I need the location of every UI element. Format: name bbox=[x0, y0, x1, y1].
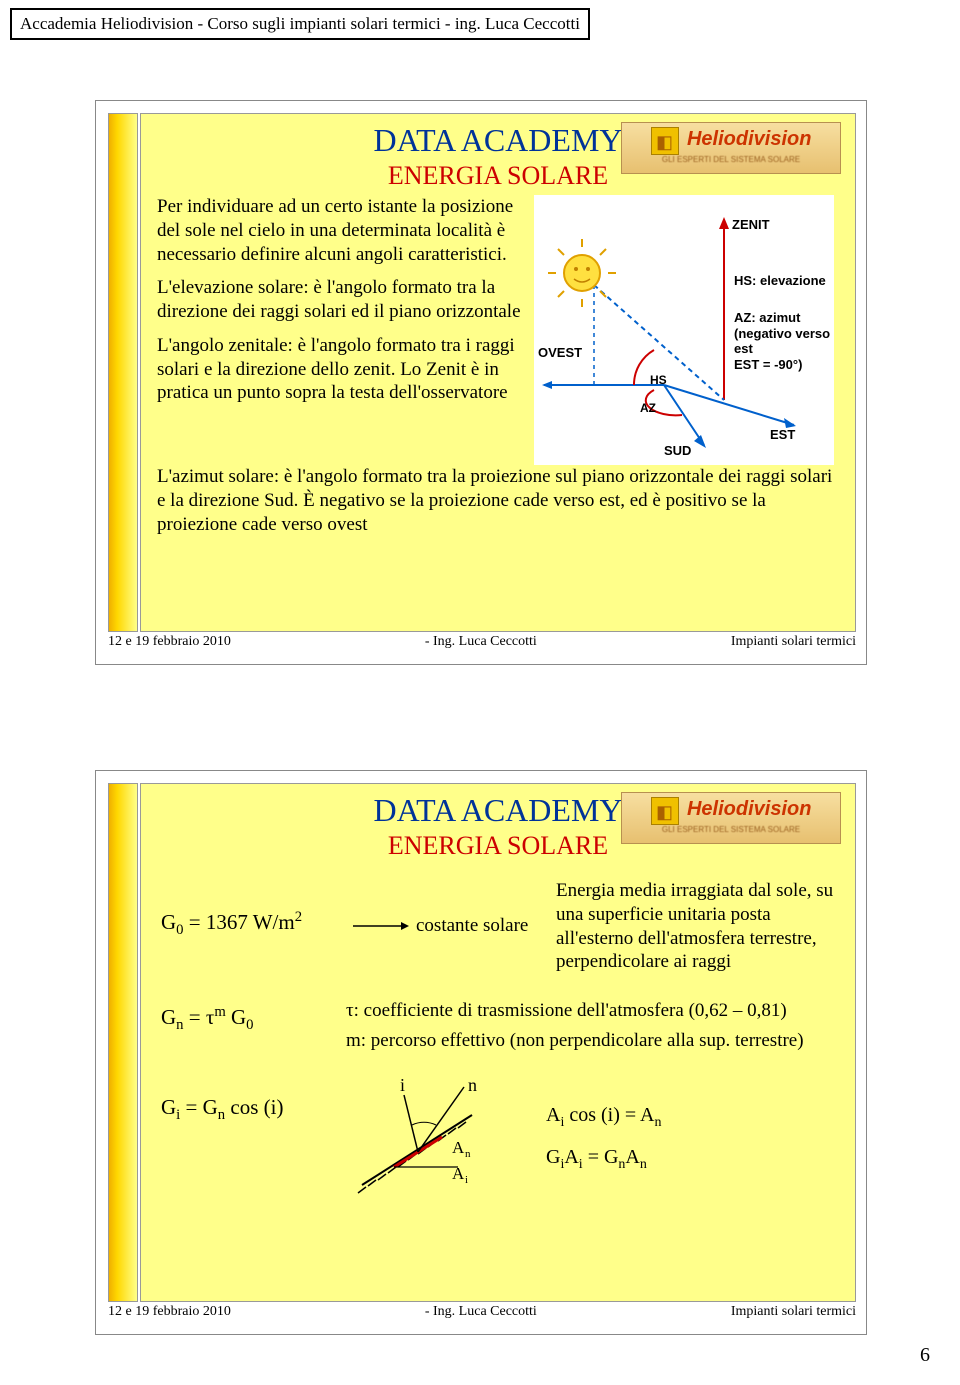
logo-tagline: GLI ESPERTI DEL SISTEMA SOLARE bbox=[622, 825, 840, 834]
logo-icon: ◧ bbox=[651, 797, 679, 825]
eq-gi-gn: GiAi = GnAn bbox=[546, 1137, 835, 1179]
diagram-sud: SUD bbox=[664, 443, 691, 458]
diagram-hs-label: HS: elevazione bbox=[734, 273, 826, 288]
m-def: m: percorso effettivo (non perpendicolar… bbox=[346, 1026, 835, 1056]
diagram-hs: HS bbox=[650, 373, 667, 387]
footer-author: - Ing. Luca Ceccotti bbox=[425, 1304, 537, 1324]
svg-text:A: A bbox=[452, 1138, 465, 1157]
footer-date: 12 e 19 febbraio 2010 bbox=[108, 634, 231, 654]
slide-footer: 12 e 19 febbraio 2010 - Ing. Luca Ceccot… bbox=[108, 634, 856, 654]
incidence-diagram: i n An Ai bbox=[346, 1075, 536, 1205]
logo: ◧ Heliodivision GLI ESPERTI DEL SISTEMA … bbox=[621, 792, 841, 844]
slide1-text-column: Per individuare ad un certo istante la p… bbox=[157, 195, 526, 465]
arrow-icon bbox=[346, 879, 416, 939]
page-number: 6 bbox=[920, 1344, 930, 1367]
diagram-az: AZ bbox=[640, 401, 656, 415]
slide1-p3: L'angolo zenitale: è l'angolo formato tr… bbox=[157, 334, 526, 405]
logo-icon: ◧ bbox=[651, 127, 679, 155]
svg-text:i: i bbox=[465, 1174, 468, 1186]
slide-1: ◧ Heliodivision GLI ESPERTI DEL SISTEMA … bbox=[95, 100, 867, 665]
logo: ◧ Heliodivision GLI ESPERTI DEL SISTEMA … bbox=[621, 122, 841, 174]
footer-course: Impianti solari termici bbox=[731, 1304, 856, 1324]
slide1-p2: L'elevazione solare: è l'angolo formato … bbox=[157, 276, 526, 324]
eq-ai-an: Ai cos (i) = An bbox=[546, 1095, 835, 1137]
costante-label: costante solare bbox=[416, 879, 556, 937]
gi-formula: Gi = Gn cos (i) bbox=[161, 1075, 346, 1124]
page-header: Accademia Heliodivision - Corso sugli im… bbox=[10, 8, 590, 40]
footer-date: 12 e 19 febbraio 2010 bbox=[108, 1304, 231, 1324]
footer-author: - Ing. Luca Ceccotti bbox=[425, 634, 537, 654]
svg-text:A: A bbox=[452, 1164, 465, 1183]
slide-body: ◧ Heliodivision GLI ESPERTI DEL SISTEMA … bbox=[140, 783, 856, 1302]
diagram-az-label: AZ: azimut (negativo verso est EST = -90… bbox=[734, 310, 834, 372]
g0-description: Energia media irraggiata dal sole, su un… bbox=[556, 879, 835, 974]
svg-text:n: n bbox=[468, 1075, 477, 1095]
svg-text:n: n bbox=[465, 1148, 471, 1160]
logo-tagline: GLI ESPERTI DEL SISTEMA SOLARE bbox=[622, 155, 840, 164]
logo-brand: Heliodivision bbox=[687, 128, 811, 151]
gn-defs: τ: coefficiente di trasmissione dell'atm… bbox=[346, 996, 835, 1057]
tau-def: τ: coefficiente di trasmissione dell'atm… bbox=[346, 996, 835, 1026]
gn-formula: Gn = τm G0 bbox=[161, 996, 346, 1057]
footer-course: Impianti solari termici bbox=[731, 634, 856, 654]
slide-2: ◧ Heliodivision GLI ESPERTI DEL SISTEMA … bbox=[95, 770, 867, 1335]
header-text: Accademia Heliodivision - Corso sugli im… bbox=[20, 14, 580, 33]
diagram-zenit: ZENIT bbox=[732, 217, 770, 232]
slide-footer: 12 e 19 febbraio 2010 - Ing. Luca Ceccot… bbox=[108, 1304, 856, 1324]
g0-formula: G0 = 1367 W/m2 bbox=[161, 879, 346, 939]
svg-text:i: i bbox=[400, 1075, 405, 1095]
diagram-ovest: OVEST bbox=[538, 345, 582, 360]
slide-sidebar bbox=[108, 113, 138, 632]
slide1-p1: Per individuare ad un certo istante la p… bbox=[157, 195, 526, 266]
logo-brand: Heliodivision bbox=[687, 798, 811, 821]
slide-body: ◧ Heliodivision GLI ESPERTI DEL SISTEMA … bbox=[140, 113, 856, 632]
gi-equations: Ai cos (i) = An GiAi = GnAn bbox=[546, 1075, 835, 1179]
slide-sidebar bbox=[108, 783, 138, 1302]
diagram-est: EST bbox=[770, 427, 795, 442]
slide1-p4: L'azimut solare: è l'angolo formato tra … bbox=[157, 465, 839, 536]
solar-angles-diagram: ZENIT OVEST EST SUD HS AZ HS: elevazione… bbox=[534, 195, 834, 465]
